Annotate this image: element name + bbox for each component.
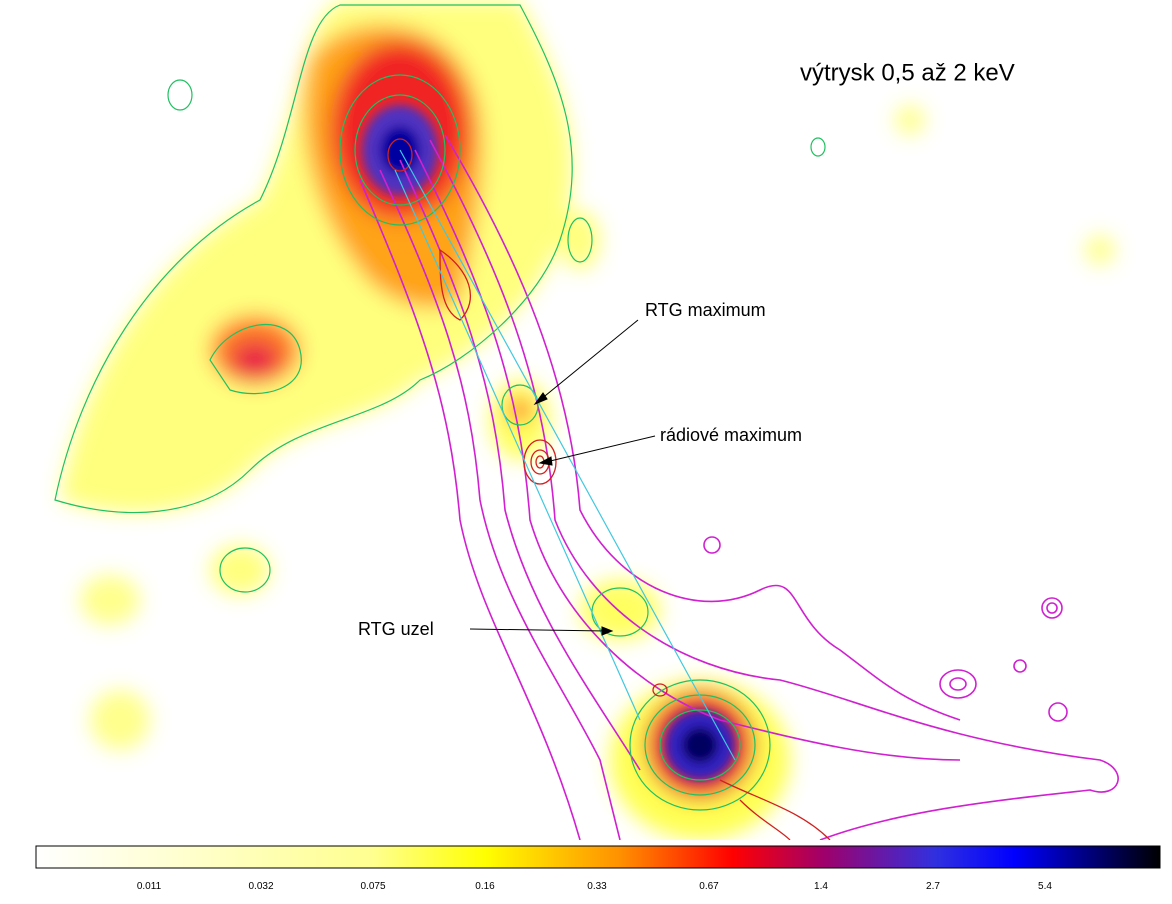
arrows [469,319,656,636]
xray-contours [54,4,826,811]
colorbar-tick-label: 5.4 [1038,881,1052,892]
colorbar-tick-label: 0.67 [699,881,719,892]
colorbar-tick-label: 1.4 [814,881,828,892]
colorbar-tick-label: 0.16 [475,881,495,892]
jet-axis [394,149,736,761]
title: výtrysk 0,5 až 2 keV [800,59,1015,86]
colorbar-tick-label: 0.011 [137,881,162,892]
colorbar-tick-label: 0.33 [587,881,607,892]
x-ray-map [54,0,1119,840]
annotation: rádiové maximum [660,425,802,445]
colorbar-tick-label: 2.7 [926,881,940,892]
annotation: RTG maximum [645,300,766,320]
annotation: RTG uzel [358,619,434,639]
colorbar-ticks: 0.011 0.032 0.075 0.16 0.33 0.67 1.4 2.7 5.4 [137,881,1053,892]
colorbar-tick-label: 0.075 [360,881,385,892]
colorbar [35,845,1161,869]
colorbar-tick-label: 0.032 [248,881,273,892]
